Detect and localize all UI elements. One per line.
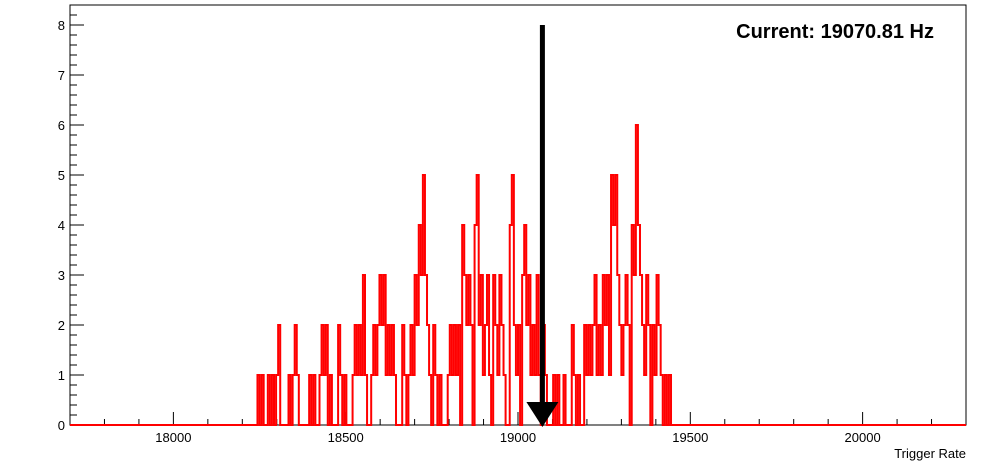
y-tick-label: 3 [58, 268, 65, 283]
y-tick-label: 8 [58, 18, 65, 33]
y-tick-label: 4 [58, 218, 65, 233]
y-tick-label: 7 [58, 68, 65, 83]
y-tick-label: 2 [58, 318, 65, 333]
y-tick-label: 1 [58, 368, 65, 383]
x-axis-ticks: 18000 18500 19000 19500 20000 [69, 412, 967, 445]
y-tick-label: 5 [58, 168, 65, 183]
y-tick-label: 6 [58, 118, 65, 133]
x-tick-label: 19000 [500, 430, 536, 445]
x-axis-title: Trigger Rate [894, 446, 966, 461]
x-tick-label: 19500 [672, 430, 708, 445]
x-tick-label: 18000 [155, 430, 191, 445]
marker-arrowhead [526, 402, 559, 427]
current-rate-marker [526, 25, 559, 427]
histogram-line [70, 124, 966, 426]
y-tick-label: 0 [58, 418, 65, 433]
current-rate-label: Current: 19070.81 Hz [736, 21, 934, 43]
histogram-series [70, 124, 966, 426]
x-tick-label: 20000 [845, 430, 881, 445]
x-tick-label: 18500 [328, 430, 364, 445]
